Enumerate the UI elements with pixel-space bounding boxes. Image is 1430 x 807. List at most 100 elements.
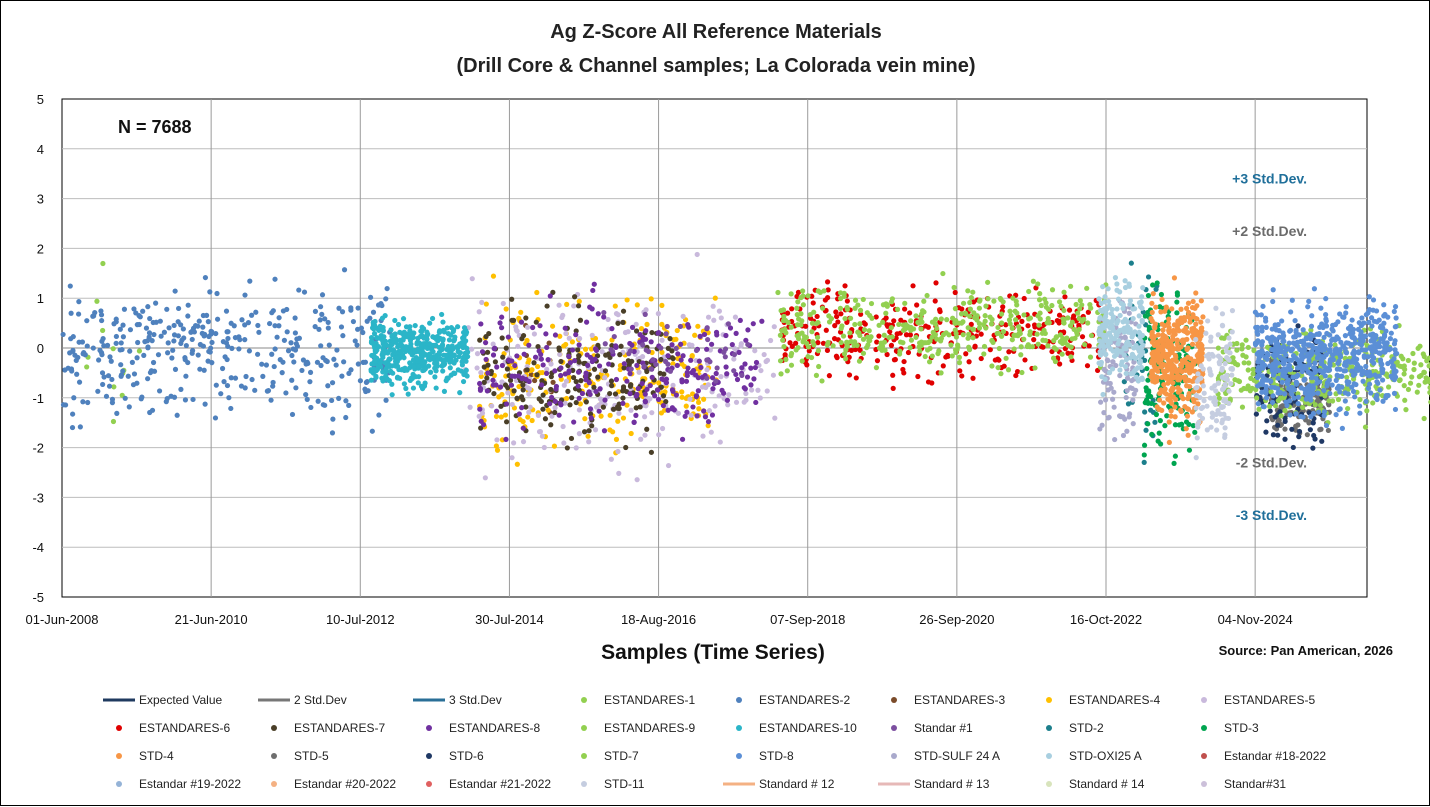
data-point [440, 342, 445, 347]
data-point [1312, 365, 1317, 370]
data-point [1162, 323, 1167, 328]
data-point [363, 360, 368, 365]
data-point [206, 319, 211, 324]
data-point [609, 457, 614, 462]
data-point [1357, 320, 1362, 325]
data-point [1137, 330, 1142, 335]
data-point [601, 405, 606, 410]
data-point [318, 304, 323, 309]
data-point [1321, 388, 1326, 393]
data-point [247, 348, 252, 353]
data-point [1144, 385, 1149, 390]
data-point [695, 413, 700, 418]
data-point [1120, 306, 1125, 311]
data-point [845, 298, 850, 303]
data-point [348, 308, 353, 313]
data-point [1322, 409, 1327, 414]
data-point [169, 355, 174, 360]
data-point [99, 312, 104, 317]
data-point [808, 312, 813, 317]
data-point [868, 334, 873, 339]
data-point [697, 359, 702, 364]
data-point [114, 317, 119, 322]
data-point [695, 324, 700, 329]
data-point [470, 276, 475, 281]
data-point [583, 347, 588, 352]
data-point [208, 329, 213, 334]
data-point [1117, 367, 1122, 372]
data-point [145, 376, 150, 381]
data-point [801, 302, 806, 307]
data-point [485, 370, 490, 375]
data-point [1031, 337, 1036, 342]
data-point [296, 287, 301, 292]
data-point [70, 348, 75, 353]
data-point [825, 348, 830, 353]
data-point [725, 402, 730, 407]
data-point [392, 318, 397, 323]
data-point [665, 324, 670, 329]
data-point [640, 354, 645, 359]
data-point [723, 364, 728, 369]
data-point [1289, 391, 1294, 396]
data-point [1265, 378, 1270, 383]
data-point [408, 378, 413, 383]
data-point [1114, 330, 1119, 335]
data-point [354, 342, 359, 347]
data-point [1255, 373, 1260, 378]
data-point [1295, 365, 1300, 370]
data-point [1097, 316, 1102, 321]
data-point [675, 328, 680, 333]
data-point [504, 419, 509, 424]
data-point [649, 339, 654, 344]
data-point [700, 375, 705, 380]
data-point [552, 410, 557, 415]
data-point [1392, 391, 1397, 396]
data-point [1067, 308, 1072, 313]
data-point [402, 381, 407, 386]
data-point [1100, 392, 1105, 397]
data-point [811, 300, 816, 305]
data-point [411, 385, 416, 390]
data-point [607, 427, 612, 432]
data-point [616, 411, 621, 416]
data-point [689, 413, 694, 418]
data-point [1019, 319, 1024, 324]
data-point [484, 357, 489, 362]
data-point [395, 364, 400, 369]
data-point [1248, 388, 1253, 393]
data-point [1155, 404, 1160, 409]
data-point [390, 392, 395, 397]
data-point [889, 299, 894, 304]
data-point [475, 351, 480, 356]
data-point [1109, 322, 1114, 327]
data-point [615, 449, 620, 454]
data-point [1127, 414, 1132, 419]
data-point [100, 328, 105, 333]
data-point [701, 397, 706, 402]
data-point [698, 334, 703, 339]
x-tick-label: 18-Aug-2016 [621, 612, 696, 627]
data-point [151, 320, 156, 325]
data-point [965, 288, 970, 293]
data-point [253, 310, 258, 315]
data-point [536, 413, 541, 418]
data-point [164, 399, 169, 404]
data-point [1360, 379, 1365, 384]
x-tick-label: 10-Jul-2012 [326, 612, 395, 627]
y-tick-label: 3 [37, 192, 44, 207]
data-point [1025, 323, 1030, 328]
data-point [921, 299, 926, 304]
data-point [666, 463, 671, 468]
data-point [795, 345, 800, 350]
data-point [457, 390, 462, 395]
data-point [1345, 379, 1350, 384]
data-point [825, 279, 830, 284]
data-point [1322, 368, 1327, 373]
data-point [292, 315, 297, 320]
data-point [493, 359, 498, 364]
data-point [478, 321, 483, 326]
data-point [396, 343, 401, 348]
data-point [690, 353, 695, 358]
data-point [321, 402, 326, 407]
